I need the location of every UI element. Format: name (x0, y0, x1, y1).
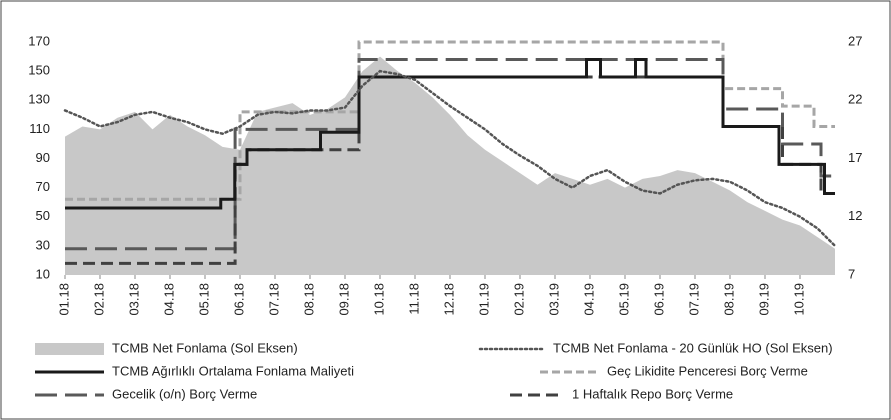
x-tick-label: 09.19 (756, 283, 771, 316)
legend-label: TCMB Ağırlıklı Ortalama Fonlama Maliyeti (112, 363, 354, 378)
y2-tick-label: 27 (848, 33, 862, 48)
y-tick-label: 130 (28, 92, 50, 107)
x-tick-label: 03.19 (546, 283, 561, 316)
legend-label: TCMB Net Fonlama - 20 Günlük HO (Sol Eks… (553, 340, 833, 355)
x-tick-label: 01.19 (476, 283, 491, 316)
legend-swatch (35, 343, 104, 355)
y-tick-label: 30 (36, 237, 50, 252)
y2-tick-label: 12 (848, 208, 862, 223)
legend-label: 1 Haftalık Repo Borç Verme (572, 386, 733, 401)
step-line (65, 57, 835, 210)
x-tick-label: 08.19 (721, 283, 736, 316)
y-tick-label: 170 (28, 33, 50, 48)
x-tick-label: 11.18 (406, 283, 421, 315)
x-tick-label: 07.19 (686, 283, 701, 316)
x-tick-label: 05.19 (616, 283, 631, 316)
x-tick-label: 04.18 (161, 283, 176, 316)
y-tick-label: 90 (36, 150, 50, 165)
y-tick-label: 10 (36, 266, 50, 281)
y-tick-label: 70 (36, 179, 50, 194)
x-tick-label: 08.18 (301, 283, 316, 316)
x-tick-label: 07.18 (266, 283, 281, 316)
legend-label: Geç Likidite Penceresi Borç Verme (607, 363, 808, 378)
x-tick-label: 06.18 (231, 283, 246, 316)
x-tick-label: 10.18 (371, 283, 386, 316)
y-tick-label: 150 (28, 63, 50, 78)
x-tick-label: 09.18 (336, 283, 351, 316)
line (63, 69, 837, 248)
x-tick-label: 12.18 (441, 283, 456, 316)
x-tick-label: 06.19 (651, 283, 666, 316)
y2-tick-label: 17 (848, 150, 862, 165)
y-tick-label: 50 (36, 208, 50, 223)
x-tick-label: 02.18 (91, 283, 106, 316)
area (65, 56, 835, 275)
x-tick-label: 01.18 (56, 283, 71, 316)
x-tick-label: 10.19 (791, 283, 806, 316)
y2-tick-label: 22 (848, 92, 862, 107)
legend-label: Gecelik (o/n) Borç Verme (112, 386, 257, 401)
x-tick-label: 02.19 (511, 283, 526, 316)
legend-label: TCMB Net Fonlama (Sol Eksen) (112, 340, 298, 355)
x-tick-label: 05.18 (196, 283, 211, 316)
x-tick-label: 04.19 (581, 283, 596, 316)
y2-tick-label: 7 (848, 266, 855, 281)
y-tick-label: 110 (29, 121, 50, 136)
x-tick-label: 03.18 (126, 283, 141, 316)
